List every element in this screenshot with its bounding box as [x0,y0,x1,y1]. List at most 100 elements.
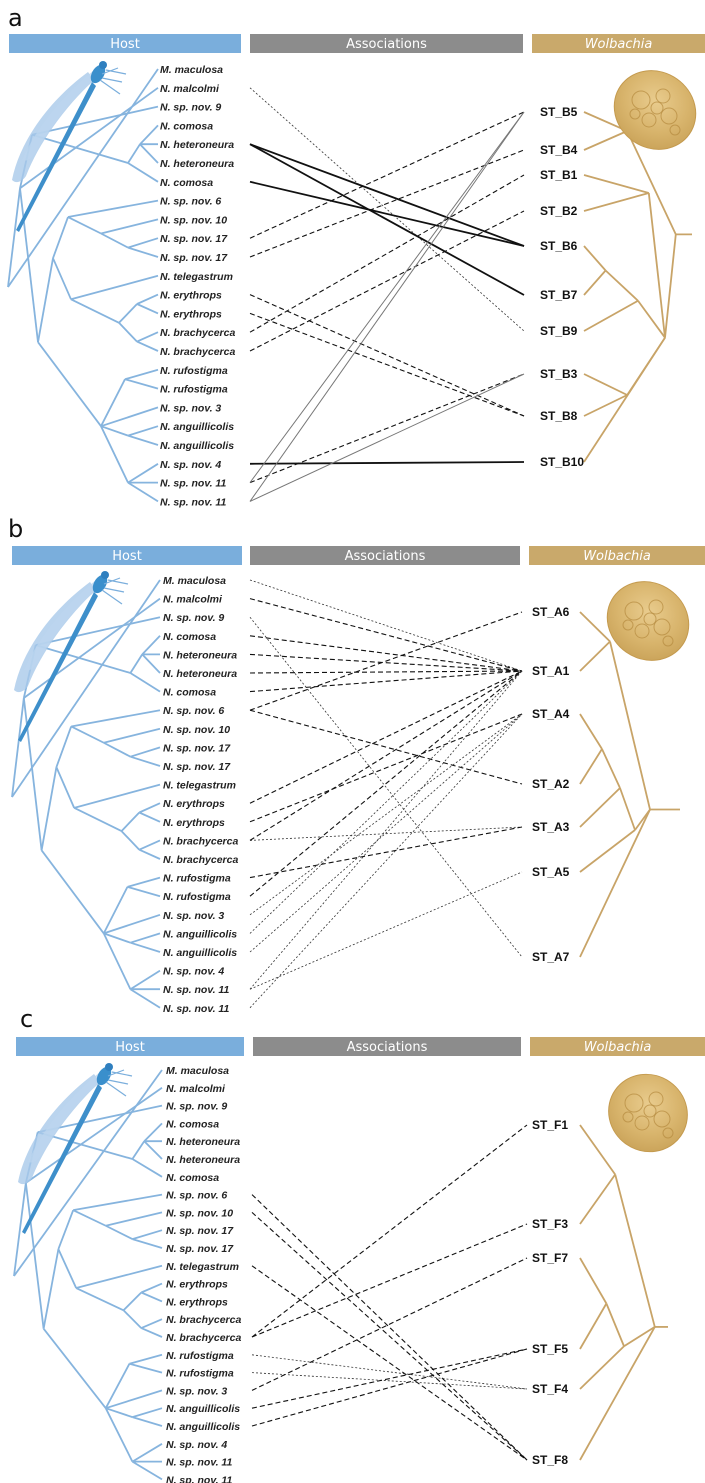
association-line [249,598,523,672]
host-label: N. sp. nov. 17 [163,742,231,754]
host-label: N. sp. nov. 17 [160,252,228,264]
host-tree-branch [70,274,159,301]
host-tree-branch [55,766,75,809]
strain-label: ST_B2 [540,204,578,218]
host-label: N. sp. nov. 11 [160,478,226,490]
host-label: N. anguillicolis [160,440,234,452]
strain-label: ST_B4 [540,143,578,157]
host-tree-branch [124,368,159,381]
panel-c: c Host Associations Wolbachia M. maculosa N. … [13,1005,705,1483]
bacterium-icon [608,1073,688,1153]
host-label: N. sp. nov. 4 [160,459,221,471]
host-label: N. sp. nov. 9 [166,1101,227,1113]
host-tree-branch [105,1211,163,1227]
host-tree-branch [24,1182,45,1329]
host-tree-branch [141,653,161,674]
header-host [9,34,241,53]
host-label: N. sp. nov. 3 [163,910,224,922]
association-line [249,635,523,672]
host-tree-branch [127,876,161,888]
association-line [249,180,525,247]
header-wolbachia [532,34,705,53]
host-tree-branch [136,340,159,352]
host-tree-branch [129,1362,163,1374]
association-line [249,713,523,1009]
host-label: N. sp. nov. 11 [166,1457,232,1469]
host-tree-branch [143,1140,163,1160]
host-tree-branch [127,481,159,503]
damselfly-leg [107,1079,129,1085]
wolbachia-tree-branch [583,269,607,296]
host-label: N. anguillicolis [166,1421,240,1433]
host-tree-branch [127,143,141,164]
wolbachia-tree-branch [579,611,611,643]
host-label: N. telegastrum [160,271,233,283]
strain-label: ST_F4 [532,1382,568,1396]
association-line [251,1348,528,1427]
association-line [249,111,525,239]
host-tree-branch [129,969,161,990]
bacterium-inclusion [634,1115,650,1131]
association-line [249,373,525,502]
bacterium-inclusion [648,1091,664,1107]
host-tree-branch [129,1353,163,1365]
host-tree-branch [102,933,132,990]
host-label: N. rufostigma [160,384,228,396]
host-tree-branch [140,1291,163,1303]
host-tree-branch [40,767,58,851]
host-label: N. heteroneura [163,668,237,680]
wolbachia-tree-branch [583,174,650,194]
host-label: N. sp. nov. 11 [163,1003,229,1015]
wolbachia-tree-branch [619,787,636,831]
wolbachia-tree-branch [605,1303,625,1347]
header-associations-label: Associations [347,1040,428,1055]
host-tree-branch [103,913,161,935]
host-tree-branch [131,1158,163,1178]
association-line [249,826,523,879]
strain-label: ST_B10 [540,455,584,469]
header-wolbachia [530,1037,705,1056]
host-tree-branch [100,378,126,427]
damselfly-wing [24,580,102,671]
header-host [12,546,242,565]
panel-letter: a [8,4,23,32]
association-line [249,149,525,258]
strain-label: ST_A4 [532,707,570,721]
host-tree-branch [100,425,129,483]
association-line [249,611,523,711]
damselfly-icon [12,61,127,232]
host-label: N. comosa [166,1118,219,1130]
association-line [251,1257,528,1391]
wolbachia-tree-branch [583,299,639,332]
host-tree-branch [70,725,105,744]
association-line [249,616,523,958]
host-label: N. sp. nov. 4 [163,966,224,978]
strain-label: ST_A6 [532,605,570,619]
host-tree-branch [104,1363,131,1409]
host-tree-branch [25,1087,163,1184]
wolbachia-tree-branch [579,640,611,672]
host-label: N. heteroneura [166,1154,240,1166]
wolbachia-tree-branch [626,130,677,235]
association-line [249,670,523,674]
host-label: N. anguillicolis [160,421,234,433]
host-tree-branch [73,807,122,832]
host-tree-branch [127,434,159,446]
host-tree-branch [130,746,161,758]
association-line [249,713,523,823]
damselfly-leg [111,1071,133,1077]
host-tree-branch [127,246,159,258]
host-tree-branch [136,303,159,315]
bacterium-icon [606,581,690,661]
damselfly-thorax [90,64,106,84]
host-tree-branch [138,848,161,860]
association-line [249,111,525,502]
bacterium-icon [613,70,697,150]
host-tree-branch [130,755,161,767]
panel-a: a Host Associations Wolbachia M. maculosa N. … [7,4,705,508]
host-tree-branch [127,425,159,437]
host-label: N. sp. nov. 3 [166,1385,227,1397]
host-tree-branch [140,1282,163,1294]
host-tree-branch [37,341,102,427]
